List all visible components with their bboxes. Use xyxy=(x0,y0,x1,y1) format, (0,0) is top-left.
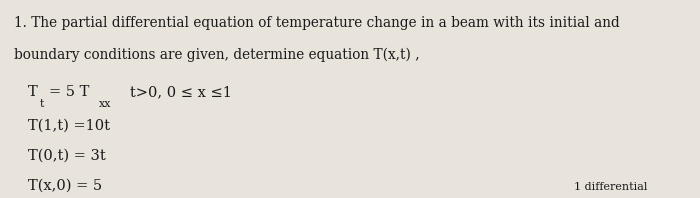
Text: 1. The partial differential equation of temperature change in a beam with its in: 1. The partial differential equation of … xyxy=(14,16,620,30)
Text: T(1,t) =10t: T(1,t) =10t xyxy=(28,119,110,133)
Text: boundary conditions are given, determine equation T(x,t) ,: boundary conditions are given, determine… xyxy=(14,48,419,62)
Text: 1 differential: 1 differential xyxy=(574,182,648,192)
Text: T(0,t) = 3t: T(0,t) = 3t xyxy=(28,148,106,163)
Text: T(x,0) = 5: T(x,0) = 5 xyxy=(28,178,102,192)
Text: xx: xx xyxy=(99,99,111,109)
Text: t>0, 0 ≤ x ≤1: t>0, 0 ≤ x ≤1 xyxy=(116,85,232,99)
Text: = 5 T: = 5 T xyxy=(49,85,90,99)
Text: t: t xyxy=(40,99,44,109)
Text: T: T xyxy=(28,85,38,99)
